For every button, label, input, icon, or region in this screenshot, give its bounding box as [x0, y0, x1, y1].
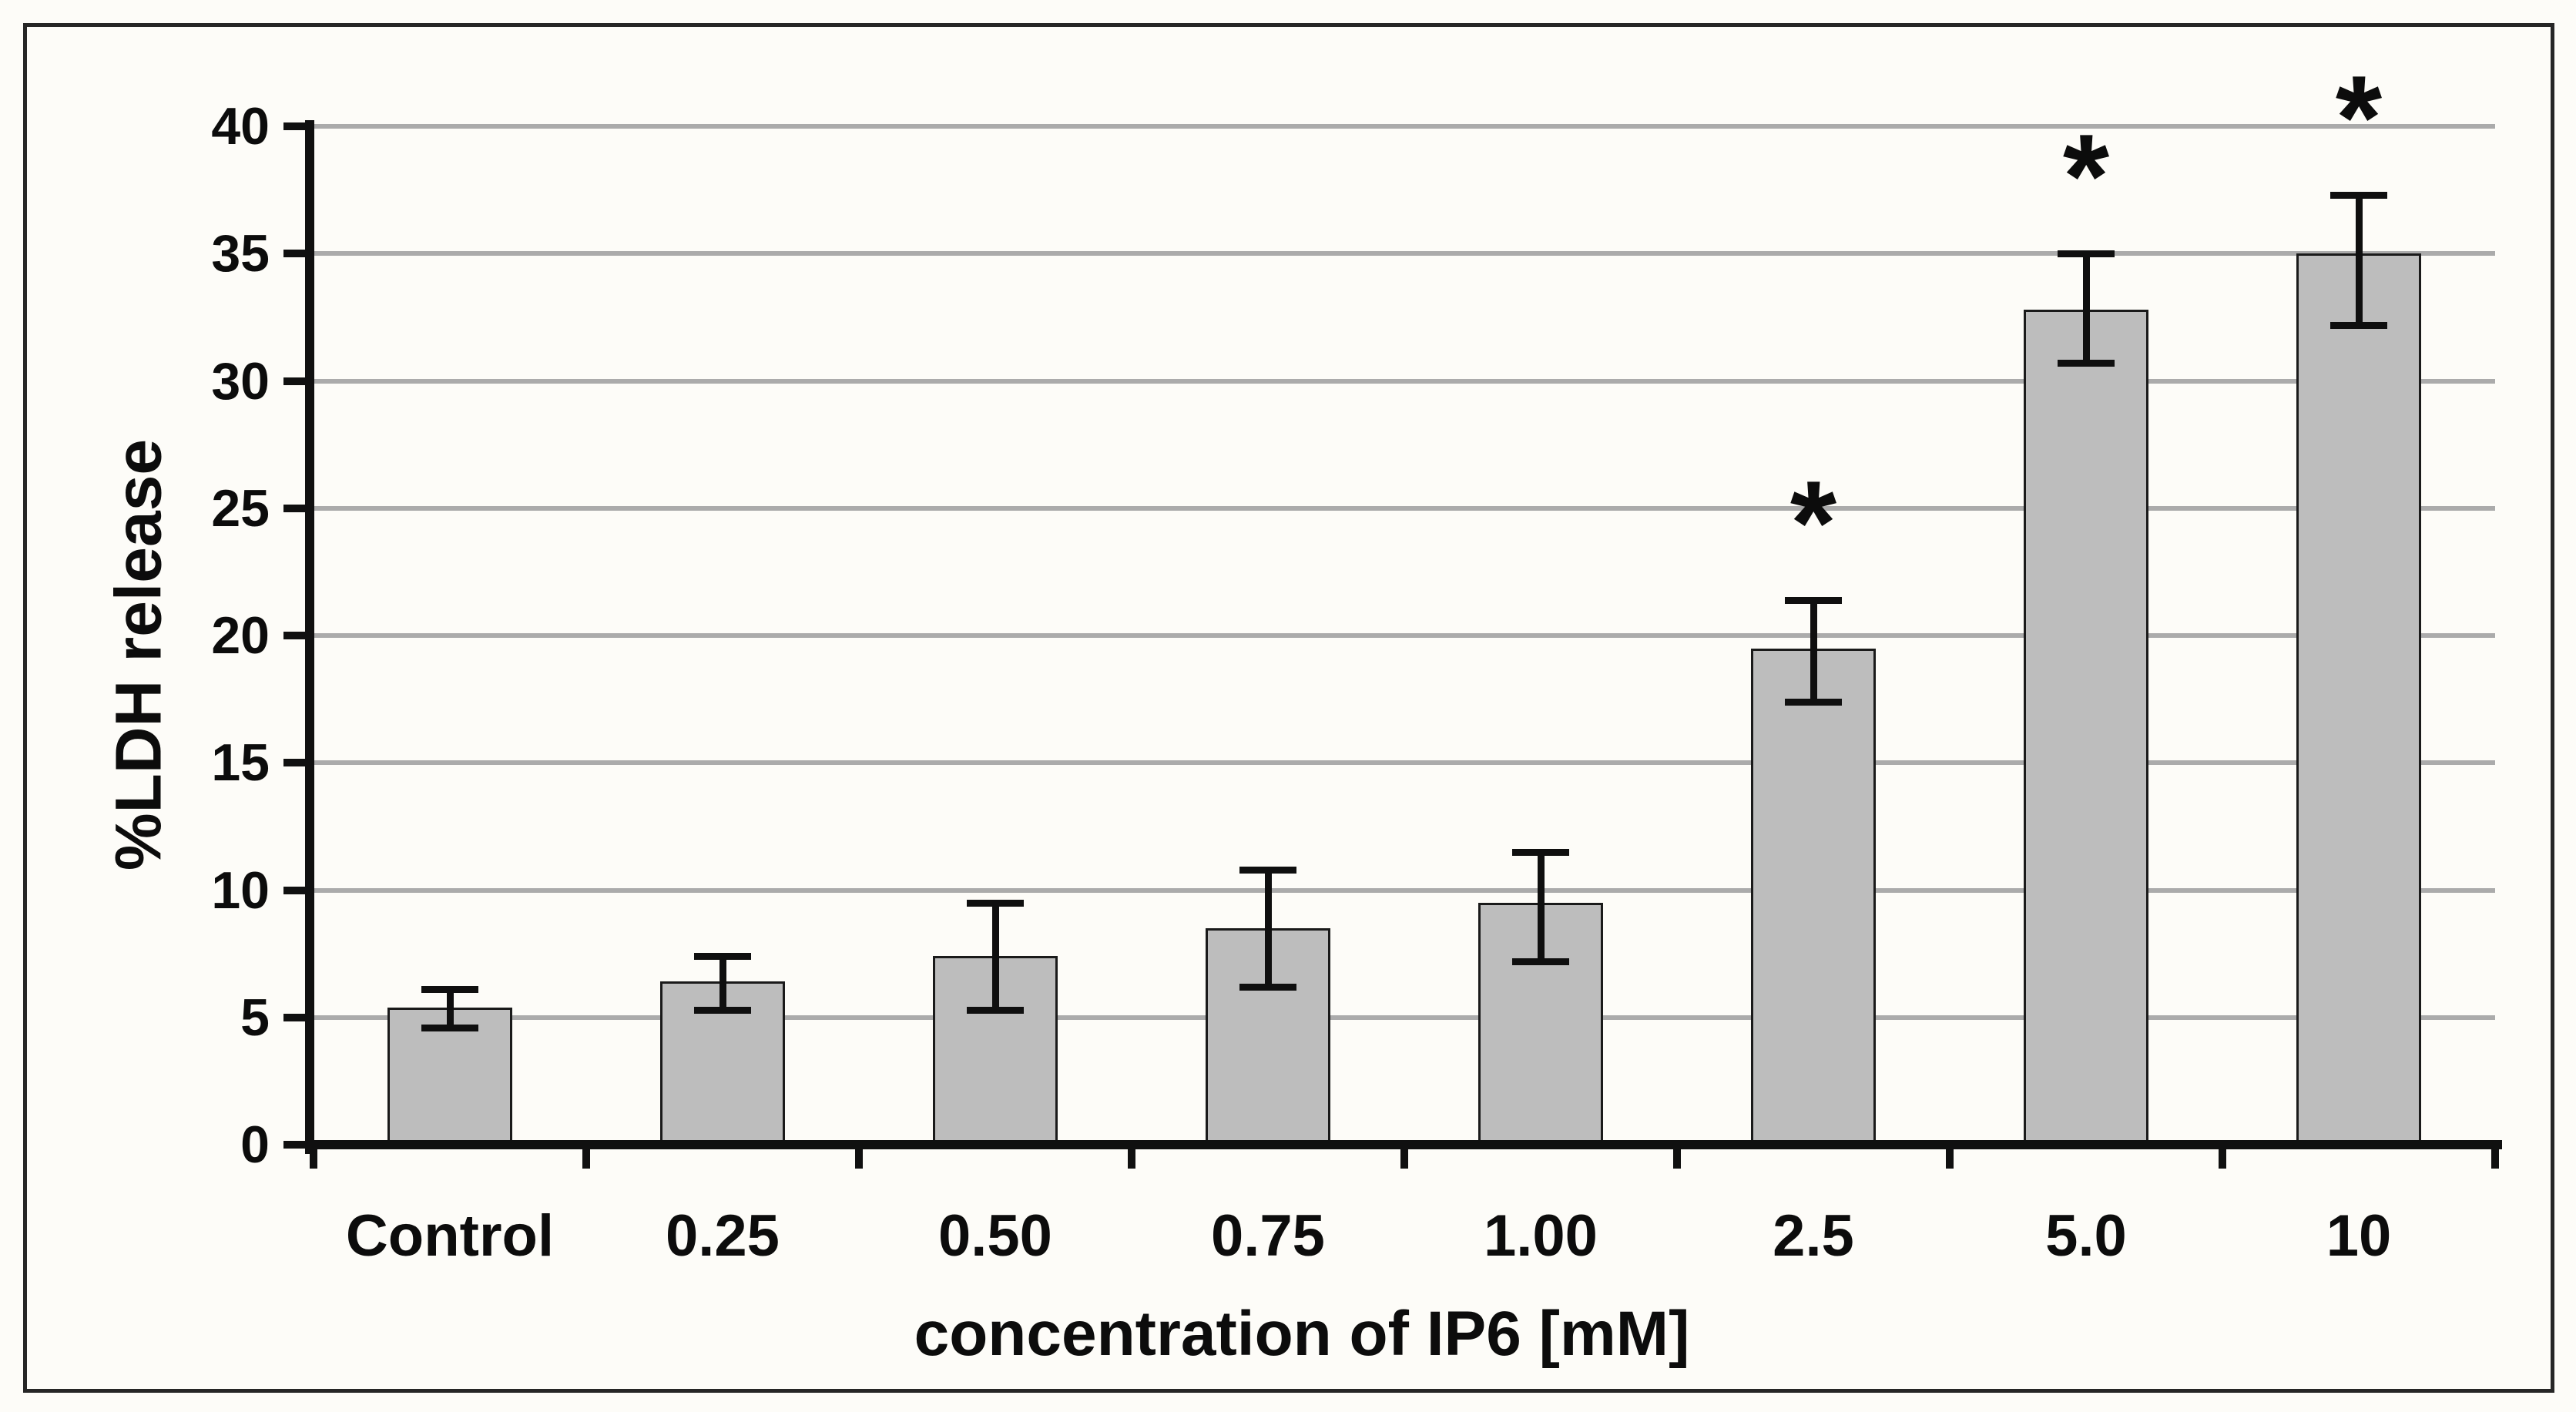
y-tick	[283, 1141, 314, 1149]
error-bar-bottom-cap	[2330, 321, 2387, 329]
x-tick	[1673, 1147, 1681, 1169]
y-tick	[283, 759, 314, 767]
gridline	[314, 760, 2495, 766]
x-tick	[1400, 1147, 1408, 1169]
error-bar-bottom-cap	[2058, 360, 2115, 367]
error-bar-top-cap	[2058, 250, 2115, 258]
y-tick	[283, 1013, 314, 1021]
error-bar-top-cap	[1239, 867, 1296, 874]
y-tick-label: 15	[211, 733, 270, 793]
error-bar-top-cap	[2330, 192, 2387, 200]
error-bar	[1810, 599, 1817, 702]
y-tick-label: 0	[240, 1115, 270, 1174]
error-bar-bottom-cap	[421, 1024, 478, 1031]
error-bar	[2082, 253, 2090, 364]
bar	[1751, 648, 1876, 1145]
gridline	[314, 633, 2495, 638]
y-tick	[283, 632, 314, 639]
x-axis-title: concentration of IP6 [mM]	[914, 1299, 1690, 1369]
y-tick-label: 25	[211, 478, 270, 538]
significance-asterisk: *	[2335, 51, 2383, 185]
x-tick	[2219, 1147, 2226, 1169]
y-tick-label: 35	[211, 224, 270, 283]
y-tick	[283, 886, 314, 894]
y-tick	[283, 377, 314, 385]
x-tick-label: 0.25	[666, 1203, 780, 1269]
y-tick-label: 20	[211, 606, 270, 665]
x-tick-label: Control	[345, 1203, 555, 1269]
x-tick	[1128, 1147, 1135, 1169]
error-bar-top-cap	[694, 953, 751, 961]
x-tick	[855, 1147, 863, 1169]
plot-area: * * *	[314, 58, 2495, 1145]
y-tick-label: 5	[240, 988, 270, 1047]
x-tick	[2491, 1147, 2499, 1169]
gridline	[314, 505, 2495, 511]
error-bar-bottom-cap	[967, 1006, 1024, 1014]
gridline	[314, 1015, 2495, 1020]
error-bar	[1537, 851, 1545, 962]
error-bar	[2355, 195, 2363, 325]
error-bar-top-cap	[1785, 596, 1842, 604]
y-tick-label: 30	[211, 351, 270, 411]
error-bar-bottom-cap	[1785, 698, 1842, 706]
error-bar	[991, 903, 999, 1010]
figure-border-frame	[23, 23, 2554, 1393]
error-bar	[446, 989, 454, 1028]
significance-asterisk: *	[1789, 455, 1837, 589]
bar	[2024, 309, 2148, 1145]
gridline	[314, 887, 2495, 893]
significance-asterisk: *	[2062, 109, 2110, 243]
error-bar-bottom-cap	[1512, 958, 1569, 966]
gridline	[314, 124, 2495, 129]
y-tick-label: 40	[211, 97, 270, 156]
y-tick	[283, 250, 314, 258]
error-bar-top-cap	[1512, 848, 1569, 856]
error-bar-bottom-cap	[1239, 984, 1296, 991]
x-tick-label: 10	[2326, 1203, 2392, 1269]
gridline	[314, 251, 2495, 257]
y-tick	[283, 122, 314, 130]
gridline	[314, 378, 2495, 384]
y-tick	[283, 504, 314, 512]
x-tick-label: 0.75	[1211, 1203, 1325, 1269]
x-tick	[1946, 1147, 1954, 1169]
x-tick	[582, 1147, 590, 1169]
x-tick-label: 5.0	[2045, 1203, 2127, 1269]
x-tick-label: 0.50	[938, 1203, 1052, 1269]
bar	[2296, 253, 2421, 1145]
error-bar	[719, 956, 726, 1010]
x-tick	[310, 1147, 317, 1169]
error-bar-bottom-cap	[694, 1006, 751, 1014]
x-tick-label: 1.00	[1484, 1203, 1598, 1269]
x-tick-label: 2.5	[1773, 1203, 1854, 1269]
y-tick-label: 10	[211, 860, 270, 920]
error-bar	[1264, 870, 1272, 988]
error-bar-top-cap	[967, 900, 1024, 907]
error-bar-top-cap	[421, 986, 478, 994]
